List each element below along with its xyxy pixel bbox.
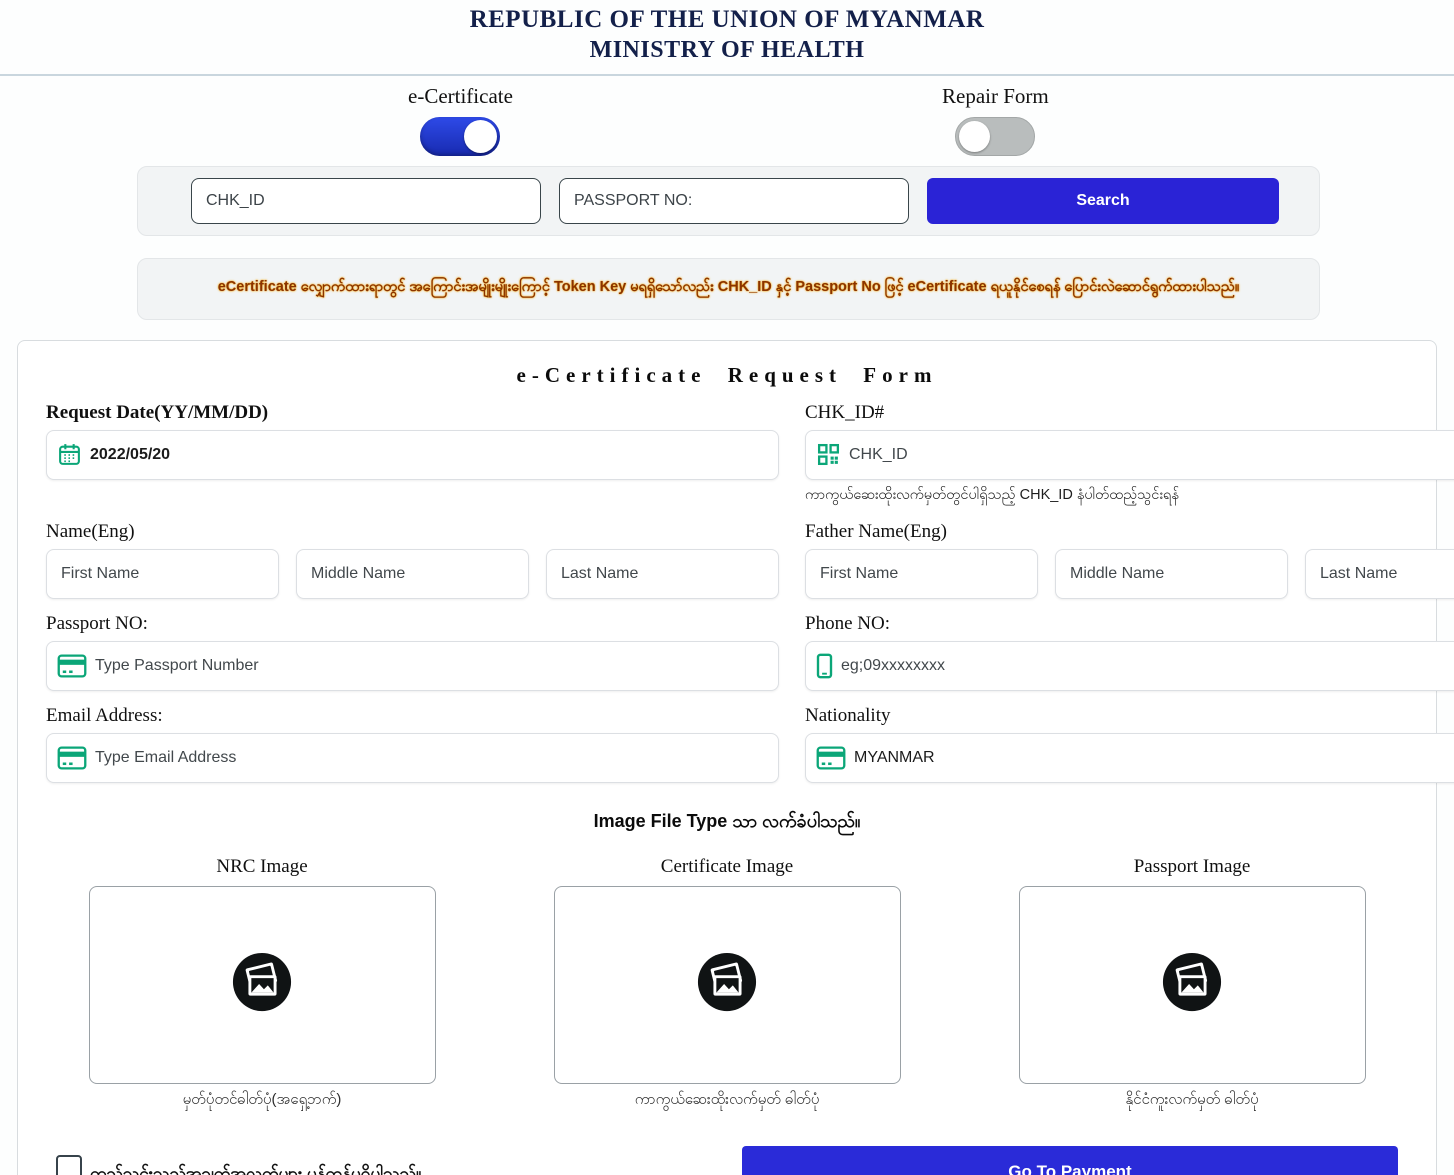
phone-field[interactable] [805,640,1454,691]
phone-input[interactable] [841,641,1454,690]
email-field[interactable] [46,732,779,783]
passport-field[interactable] [46,640,779,691]
passport-search-input[interactable] [559,177,909,224]
chk-id-input[interactable] [849,430,1454,479]
repair-form-toggle-group: Repair Form [942,84,1049,156]
form-footer: ထည့်သွင်းသည့်အချက်အလက်များ မှန်ကန်မှုရှိ… [56,1145,1398,1175]
qr-code-icon [816,442,841,467]
passport-image-dropzone[interactable] [1018,885,1366,1084]
ecertificate-toggle-label: e-Certificate [408,83,513,108]
toggle-knob [959,120,991,152]
request-date-input[interactable] [90,430,768,479]
repair-form-toggle-label: Repair Form [942,83,1049,108]
gov-title-line2: MINISTRY OF HEALTH [589,36,865,63]
father-first-name-field[interactable] [805,548,1038,599]
last-name-field[interactable] [546,548,779,599]
passport-image-caption: နိုင်ငံကူးလက်မှတ် ဓါတ်ပုံ [1125,1090,1259,1108]
nrc-image-caption: မှတ်ပုံတင်ဓါတ်ပုံ(အရှေ့ဘက်) [182,1090,342,1108]
phone-group: Phone NO: [805,613,1454,691]
passport-label: Passport NO: [46,612,148,634]
id-card-icon [57,653,87,679]
father-name-group: Father Name(Eng) [805,521,1454,599]
father-middle-name-field[interactable] [1055,548,1288,599]
nationality-group: Nationality [805,705,1454,783]
certificate-image-caption: ကာကွယ်ဆေးထိုးလက်မှတ် ဓါတ်ပုံ [634,1090,820,1108]
ecertificate-toggle[interactable] [420,116,501,156]
email-input[interactable] [95,733,768,782]
passport-image-upload: Passport Image နိုင်ငံကူးလက်မှတ် ဓါတ်ပုံ [1018,855,1366,1112]
middle-name-field[interactable] [296,548,529,599]
passport-group: Passport NO: [46,613,779,691]
phone-icon [816,653,833,679]
search-button[interactable]: Search [927,177,1279,224]
nationality-input[interactable] [854,733,1454,782]
father-first-name-input[interactable] [820,549,1027,598]
middle-name-input[interactable] [311,549,518,598]
form-title: e-Certificate Request Form [516,362,938,387]
first-name-field[interactable] [46,548,279,599]
ecertificate-request-form: e-Certificate Request Form Request Date(… [17,339,1454,1175]
last-name-input[interactable] [561,549,768,598]
nrc-image-label: NRC Image [216,855,308,877]
chk-id-label: CHK_ID# [805,401,885,423]
page-header: REPUBLIC OF THE UNION OF MYANMAR MINISTR… [0,0,1454,76]
toggle-knob [464,119,498,153]
notice-banner: eCertificate လျှောက်ထားရာတွင် အကြောင်းအမ… [137,257,1320,320]
confirm-checkbox-label: ထည့်သွင်းသည့်အချက်အလက်များ မှန်ကန်မှုရှိ… [90,1164,422,1175]
photo-placeholder-icon [1161,951,1223,1018]
upload-row: NRC Image မှတ်ပုံတင်ဓါတ်ပုံ(အရှေ့ဘက်) [46,856,1408,1112]
certificate-image-label: Certificate Image [660,855,794,877]
search-bar: Search [137,165,1320,236]
nrc-image-dropzone[interactable] [88,885,436,1084]
nrc-image-upload: NRC Image မှတ်ပုံတင်ဓါတ်ပုံ(အရှေ့ဘက်) [88,855,436,1112]
passport-image-label: Passport Image [1133,855,1251,877]
father-middle-name-input[interactable] [1070,549,1277,598]
chk-id-helper-text: ကာကွယ်ဆေးထိုးလက်မှတ်တွင်ပါရှိသည့် CHK_ID… [805,486,1179,503]
certificate-image-upload: Certificate Image ကာကွယ်ဆေးထိုးလက်မှတ် ဓ… [553,855,901,1112]
email-label: Email Address: [46,704,163,726]
nationality-field[interactable] [805,732,1454,783]
passport-number-input[interactable] [95,641,768,690]
image-filetype-heading: Image File Type သာ လက်ခံပါသည်။ [593,810,861,831]
id-card-icon [57,745,87,771]
repair-form-toggle[interactable] [955,116,1036,156]
first-name-input[interactable] [61,549,268,598]
nationality-label: Nationality [805,704,891,726]
request-date-group: Request Date(YY/MM/DD) [46,402,779,480]
request-date-label: Request Date(YY/MM/DD) [46,401,269,423]
father-last-name-input[interactable] [1320,549,1454,598]
name-label: Name(Eng) [46,520,135,542]
confirm-group: ထည့်သွင်းသည့်အချက်အလက်များ မှန်ကန်မှုရှိ… [56,1155,421,1175]
notice-text: eCertificate လျှောက်ထားရာတွင် အကြောင်းအမ… [217,279,1240,295]
request-date-field[interactable] [46,429,779,480]
father-name-label: Father Name(Eng) [805,520,947,542]
photo-placeholder-icon [696,951,758,1018]
toggle-zone: e-Certificate Repair Form [0,76,1454,166]
name-group: Name(Eng) [46,521,779,599]
photo-placeholder-icon [231,951,293,1018]
phone-label: Phone NO: [805,612,890,634]
go-to-payment-button[interactable]: Go To Payment [742,1145,1398,1175]
gov-title-line1: REPUBLIC OF THE UNION OF MYANMAR [469,6,985,33]
confirm-checkbox[interactable] [56,1155,82,1175]
chk-id-search-input[interactable] [191,177,541,224]
father-last-name-field[interactable] [1305,548,1454,599]
email-group: Email Address: [46,705,779,783]
chk-id-field[interactable] [805,429,1454,480]
calendar-icon [57,442,82,467]
chk-id-group: CHK_ID# ကာကွယ်ဆေးထိုးလက်မှတ်တွင်ပါရှိသည့… [805,402,1454,507]
certificate-image-dropzone[interactable] [553,885,901,1084]
ecertificate-toggle-group: e-Certificate [408,84,513,156]
id-card-icon [816,745,846,771]
